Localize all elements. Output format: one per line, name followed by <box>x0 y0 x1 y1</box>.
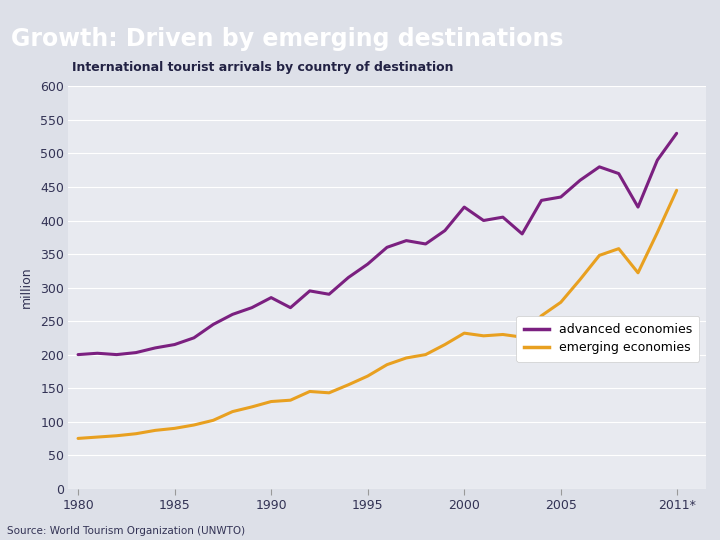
Text: Growth: Driven by emerging destinations: Growth: Driven by emerging destinations <box>11 27 563 51</box>
Legend: advanced economies, emerging economies: advanced economies, emerging economies <box>516 316 699 362</box>
Text: Source: World Tourism Organization (UNWTO): Source: World Tourism Organization (UNWT… <box>7 525 246 536</box>
Text: International tourist arrivals by country of destination: International tourist arrivals by countr… <box>71 62 453 75</box>
Y-axis label: million: million <box>20 267 33 308</box>
